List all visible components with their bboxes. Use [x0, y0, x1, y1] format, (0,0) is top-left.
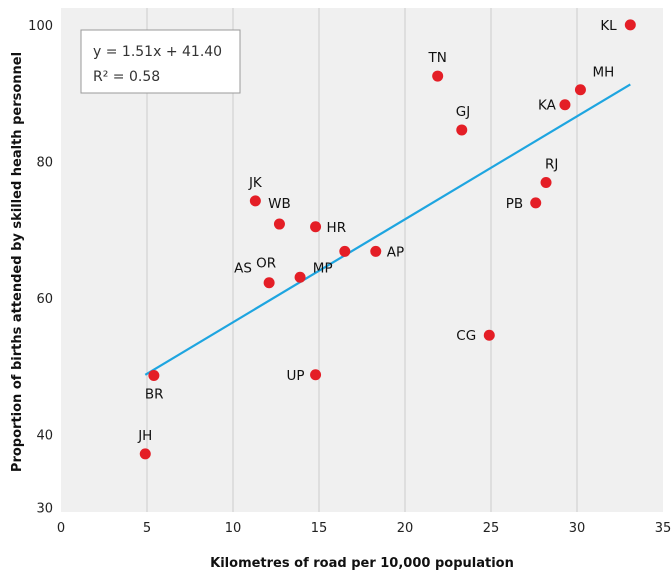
x-tick-labels: 0 5 10 15 20 25 30 35: [57, 521, 671, 536]
point-label-gj: GJ: [456, 104, 470, 120]
x-axis-title: Kilometres of road per 10,000 population: [210, 556, 514, 571]
point-label-cg: CG: [456, 328, 476, 344]
x-tick-label: 5: [143, 521, 151, 536]
x-tick-label: 20: [397, 521, 414, 536]
y-tick-labels: 30 40 60 80 100: [28, 19, 53, 516]
data-point-gj: [456, 124, 468, 136]
y-tick-label: 80: [36, 156, 53, 171]
data-point-hr: [310, 221, 322, 233]
data-point-tn: [432, 70, 444, 82]
point-label-tn: TN: [428, 50, 447, 66]
point-label-mh: MH: [592, 65, 614, 81]
data-point-wb: [273, 218, 285, 230]
point-label-jh: JH: [137, 428, 152, 444]
r-squared-value: R² = 0.58: [93, 69, 160, 85]
data-point-jk: [249, 195, 261, 207]
point-label-br: BR: [145, 386, 164, 402]
x-tick-label: 15: [311, 521, 328, 536]
x-tick-label: 30: [569, 521, 586, 536]
point-label-as: AS: [234, 261, 252, 277]
trendline: [144, 83, 631, 376]
data-point-jh: [139, 448, 151, 460]
equation-box: y = 1.51x + 41.40 R² = 0.58: [80, 29, 241, 94]
data-point-kl: [624, 19, 636, 31]
x-tick-label: 10: [225, 521, 242, 536]
y-tick-label: 30: [36, 502, 53, 517]
point-label-hr: HR: [327, 220, 347, 236]
data-points: [139, 19, 636, 460]
point-label-or: OR: [256, 255, 276, 271]
data-point-cg: [483, 329, 495, 341]
data-point-ap: [370, 245, 382, 257]
y-axis-title: Proportion of births attended by skilled…: [10, 52, 25, 472]
x-tick-label: 25: [483, 521, 500, 536]
data-point-ka: [559, 99, 571, 111]
point-label-jk: JK: [248, 175, 263, 191]
point-label-up: UP: [287, 368, 305, 384]
data-point-pb: [530, 197, 542, 209]
point-label-kl: KL: [600, 18, 617, 34]
point-label-rj: RJ: [545, 156, 558, 172]
point-label-ka: KA: [538, 98, 557, 114]
data-point-as: [263, 277, 275, 289]
point-label-mp: MP: [313, 260, 333, 276]
data-point-rj: [540, 176, 552, 188]
trendline-equation: y = 1.51x + 41.40: [93, 44, 222, 60]
point-label-wb: WB: [268, 196, 291, 212]
y-tick-label: 100: [28, 19, 53, 34]
point-label-pb: PB: [506, 196, 523, 212]
point-label-ap: AP: [387, 244, 404, 260]
trendline-group: [144, 83, 631, 376]
y-tick-label: 40: [36, 428, 53, 443]
data-point-or: [294, 271, 306, 283]
data-point-br: [148, 369, 160, 381]
data-point-mh: [574, 84, 586, 96]
x-tick-label: 0: [57, 521, 65, 536]
x-tick-label: 35: [655, 521, 671, 536]
data-point-up: [310, 369, 322, 381]
data-point-mp: [339, 245, 351, 257]
y-tick-label: 60: [36, 292, 53, 307]
